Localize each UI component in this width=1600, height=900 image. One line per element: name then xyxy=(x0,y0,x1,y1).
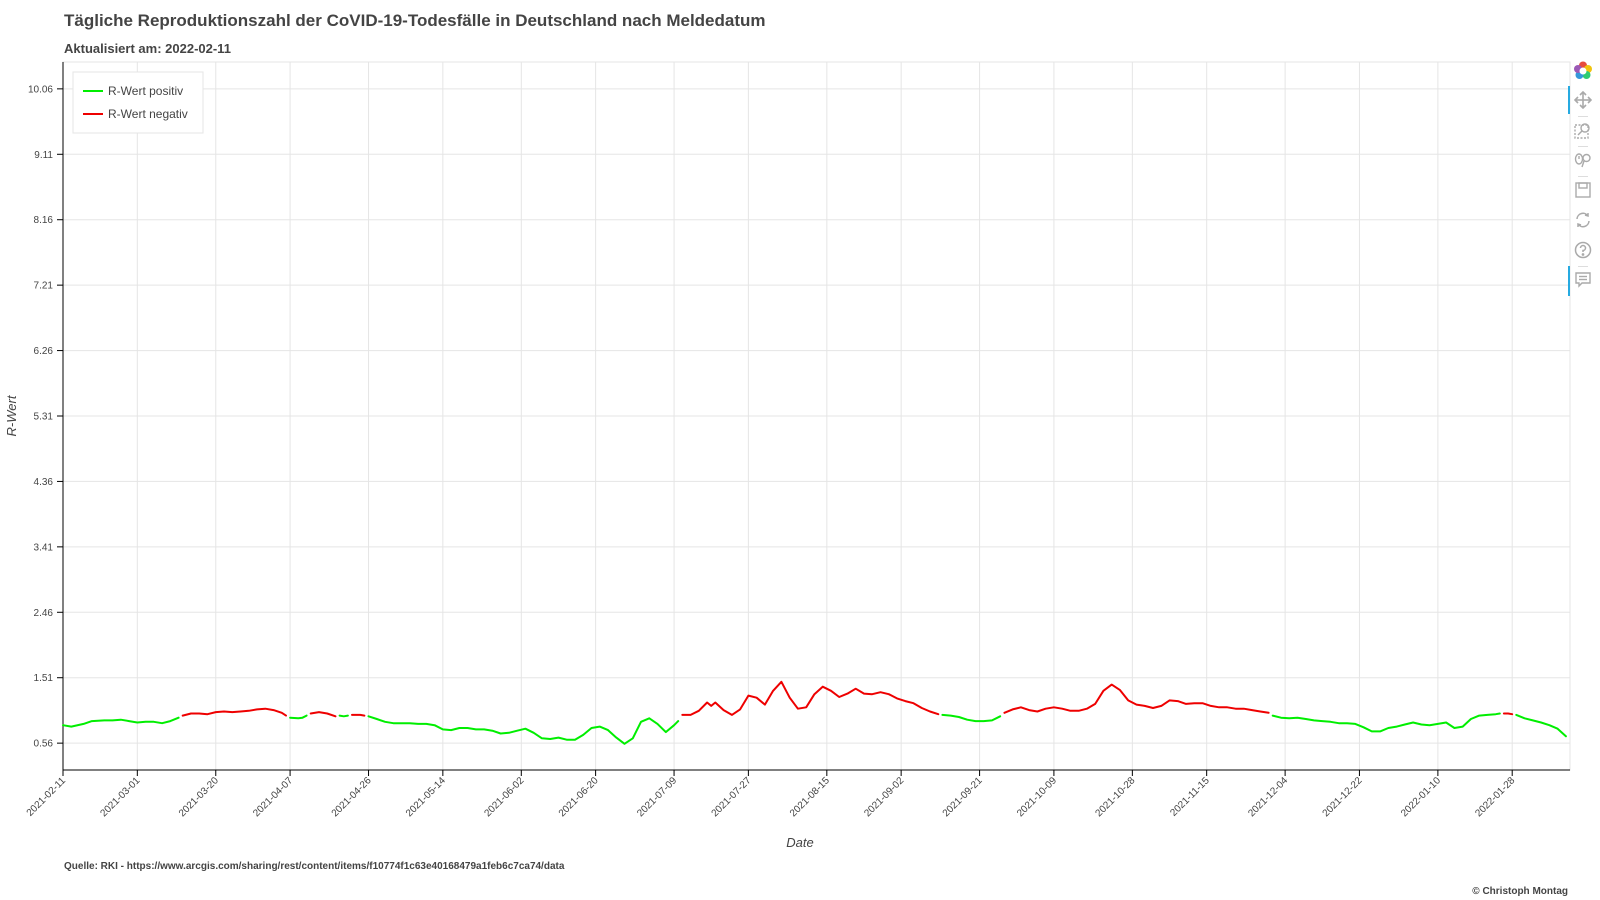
bokeh-toolbar xyxy=(1568,58,1598,308)
series-line-negativ xyxy=(1003,683,1270,714)
series-line-negativ xyxy=(1502,712,1514,716)
x-tick-label: 2021-07-27 xyxy=(710,775,754,819)
pan-tool-icon[interactable] xyxy=(1572,89,1594,111)
y-tick-label: 7.21 xyxy=(34,281,54,292)
y-tick-label: 8.16 xyxy=(34,215,54,226)
x-tick-label: 2021-10-28 xyxy=(1094,775,1138,819)
wheel-zoom-tool-icon[interactable] xyxy=(1572,149,1594,171)
x-tick-label: 2021-04-07 xyxy=(251,775,295,819)
legend-item-positiv: R-Wert positiv xyxy=(108,84,183,98)
y-tick-label: 3.41 xyxy=(34,542,54,553)
help-tool-icon[interactable] xyxy=(1572,239,1594,261)
x-tick-label: 2021-03-20 xyxy=(177,775,221,819)
x-tick-label: 2021-04-26 xyxy=(330,775,374,819)
toolbar-separator xyxy=(1578,116,1588,117)
y-tick-label: 9.11 xyxy=(34,150,53,161)
pan-tool-active-indicator xyxy=(1568,86,1570,114)
x-tick-label: 2021-09-02 xyxy=(862,775,906,819)
series-line-positiv xyxy=(941,713,1002,723)
y-tick-label: 1.51 xyxy=(34,673,54,684)
y-axis-label: R-Wert xyxy=(4,394,19,436)
box-zoom-tool-icon[interactable] xyxy=(1572,119,1594,141)
x-tick-label: 2021-06-20 xyxy=(557,775,601,819)
x-tick-label: 2021-12-22 xyxy=(1321,775,1365,819)
source-note: Quelle: RKI - https://www.arcgis.com/sha… xyxy=(64,861,565,872)
x-tick-label: 2022-01-10 xyxy=(1399,775,1443,819)
series-line-positiv xyxy=(367,715,680,745)
y-tick-label: 2.46 xyxy=(34,608,54,619)
legend: R-Wert positiv R-Wert negativ xyxy=(72,71,204,134)
chart-subtitle: Aktualisiert am: 2022-02-11 xyxy=(64,41,231,56)
y-tick-label: 4.36 xyxy=(34,477,54,488)
copyright-note: © Christoph Montag xyxy=(1472,886,1568,897)
y-tick-label: 5.31 xyxy=(34,412,54,423)
toolbar-separator xyxy=(1578,146,1588,147)
legend-item-negativ: R-Wert negativ xyxy=(108,107,188,121)
series-line-positiv xyxy=(1271,712,1501,733)
y-tick-label: 10.06 xyxy=(28,84,53,95)
x-axis: 2021-02-11 2021-03-01 2021-03-20 2021-04-07… xyxy=(25,770,1518,819)
reset-tool-icon[interactable] xyxy=(1572,209,1594,231)
legend-box xyxy=(72,71,204,134)
x-tick-label: 2021-09-21 xyxy=(941,775,985,819)
toolbar-separator xyxy=(1578,176,1588,177)
x-axis-label: Date xyxy=(786,835,813,850)
bokeh-logo-icon xyxy=(1572,60,1594,82)
x-tick-label: 2021-12-04 xyxy=(1246,775,1290,819)
x-tick-label: 2021-05-14 xyxy=(404,775,448,819)
series-line-positiv xyxy=(289,714,308,720)
x-tick-label: 2021-06-02 xyxy=(482,775,526,819)
chart-title: Tägliche Reproduktionszahl der CoVID-19-… xyxy=(64,11,766,30)
series-line-negativ xyxy=(681,680,940,716)
y-tick-label: 6.26 xyxy=(34,346,54,357)
series-line-positiv xyxy=(1515,713,1567,738)
x-tick-label: 2021-10-09 xyxy=(1015,775,1059,819)
x-tick-label: 2021-07-09 xyxy=(635,775,679,819)
hover-tool-icon[interactable] xyxy=(1572,269,1594,291)
series-lines xyxy=(62,680,1567,745)
series-line-positiv xyxy=(338,714,349,718)
x-tick-label: 2021-08-15 xyxy=(788,775,832,819)
y-tick-label: 0.56 xyxy=(34,739,54,750)
series-line-negativ xyxy=(351,713,366,717)
x-tick-label: 2021-11-15 xyxy=(1168,775,1212,819)
x-tick-label: 2021-03-01 xyxy=(98,775,142,819)
toolbar-separator xyxy=(1578,266,1588,267)
series-line-negativ xyxy=(181,707,287,717)
x-tick-label: 2021-02-11 xyxy=(25,775,69,819)
hover-tool-active-indicator xyxy=(1568,266,1570,296)
series-line-negativ xyxy=(309,711,337,718)
y-axis: 0.56 1.51 2.46 3.41 4.36 5.31 6.26 7.21 8.16 9.11… xyxy=(28,84,63,750)
grid xyxy=(62,62,1570,770)
series-line-positiv xyxy=(62,716,180,728)
x-tick-label: 2022-01-28 xyxy=(1473,775,1517,819)
save-tool-icon[interactable] xyxy=(1572,179,1594,201)
